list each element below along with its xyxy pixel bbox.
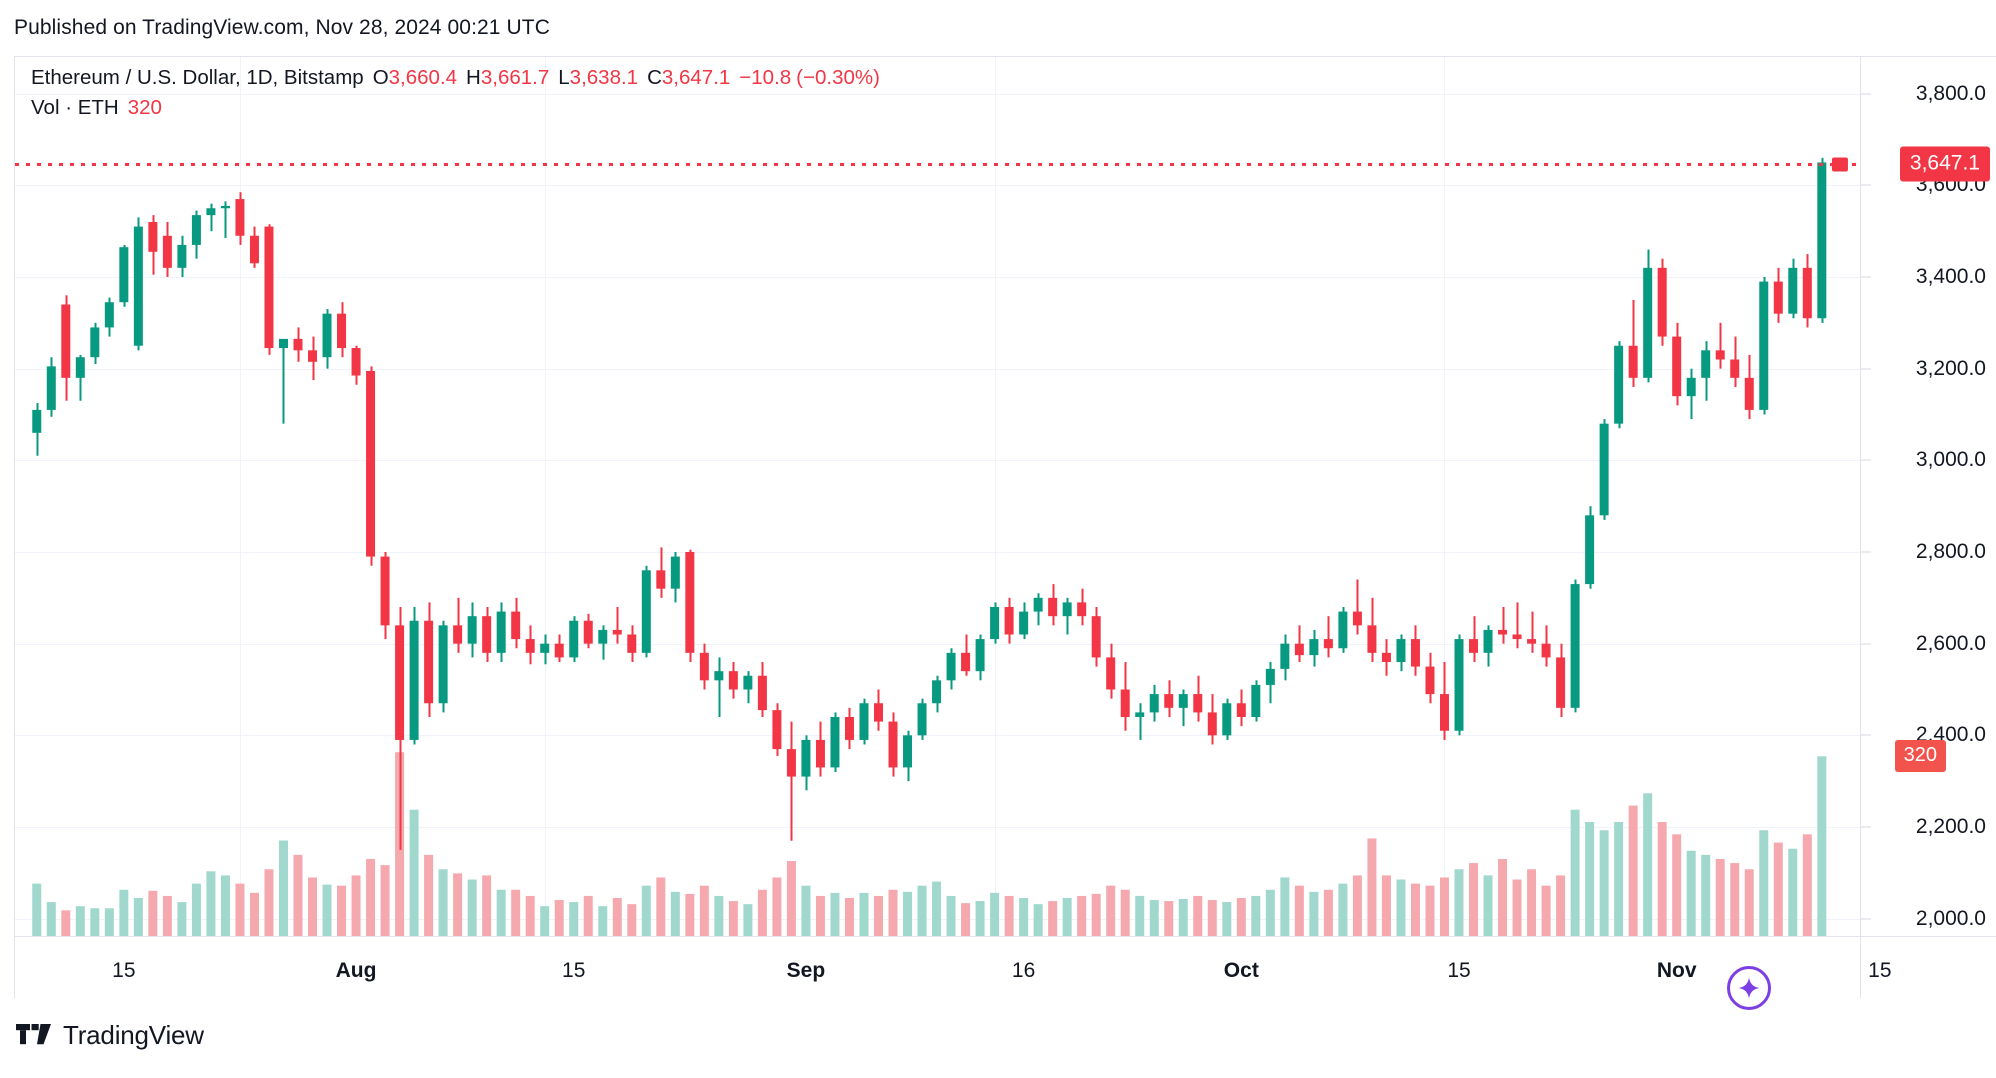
legend-volume-value: 320 (127, 96, 162, 119)
price-scale-label: 3,800.0 (1915, 81, 1986, 105)
time-scale-label: 15 (1868, 959, 1892, 982)
price-scale-tick (1861, 93, 1871, 95)
price-scale-label: 2,600.0 (1915, 631, 1986, 655)
legend-symbol-title: Ethereum / U.S. Dollar, 1D, Bitstamp (31, 66, 364, 89)
legend-close-key: C (647, 66, 662, 89)
tradingview-footer: TradingView (16, 1020, 204, 1051)
chart-legend: Ethereum / U.S. Dollar, 1D, Bitstamp O3,6… (31, 65, 880, 121)
legend-high-key: H (466, 66, 481, 89)
price-scale[interactable]: 3,800.0 3,600.0 3,400.0 3,200.0 3,000.0 2,800… (1860, 56, 1996, 936)
price-scale-label: 3,000.0 (1915, 448, 1986, 472)
time-scale-label: Nov (1656, 959, 1697, 982)
legend-low-value: 3,638.1 (569, 66, 639, 89)
candlestick-chart-svg (15, 57, 1860, 936)
time-scale[interactable]: 15Aug15Sep16Oct15Nov15Dec (14, 936, 1892, 998)
time-scale-label: 15 (112, 959, 136, 982)
price-scale-tick (1861, 368, 1871, 370)
tradingview-logo-icon (16, 1024, 51, 1045)
price-scale-tick (1861, 459, 1871, 461)
price-scale-label: 2,200.0 (1915, 815, 1986, 838)
sparkle-icon (1738, 977, 1760, 999)
ai-sparkle-button[interactable] (1727, 966, 1771, 1010)
chart-frame[interactable]: Ethereum / U.S. Dollar, 1D, Bitstamp O3,6… (14, 56, 1860, 1010)
price-scale-tick (1861, 184, 1871, 186)
time-scale-label: 15 (562, 959, 586, 982)
time-scale-label: 15 (1447, 959, 1471, 982)
price-scale-label: 2,800.0 (1915, 540, 1986, 563)
price-scale-tick (1861, 826, 1871, 828)
legend-change-absolute: −10.8 (739, 66, 792, 89)
legend-high-value: 3,661.7 (480, 66, 550, 89)
time-scale-label: Oct (1223, 959, 1259, 982)
price-scale-tick (1861, 918, 1871, 920)
price-scale-tick (1861, 643, 1871, 645)
price-scale-label: 2,000.0 (1915, 906, 1986, 930)
legend-low-key: L (558, 66, 570, 89)
legend-change-percent: (−0.30%) (796, 66, 880, 89)
legend-symbol-row: Ethereum / U.S. Dollar, 1D, Bitstamp O3,6… (31, 65, 880, 91)
price-scale-tick (1861, 276, 1871, 278)
tradingview-brand-text: TradingView (63, 1020, 204, 1050)
legend-volume-label: Vol · ETH (31, 96, 119, 119)
time-scale-label: Sep (786, 959, 826, 982)
legend-open-key: O (372, 66, 389, 89)
legend-open-value: 3,660.4 (388, 66, 458, 89)
chart-plot-area[interactable] (15, 57, 1860, 936)
legend-close-value: 3,647.1 (661, 66, 731, 89)
price-scale-label: 3,400.0 (1915, 265, 1986, 288)
legend-volume-row: Vol · ETH 320 (31, 95, 880, 121)
price-scale-tick (1861, 551, 1871, 553)
volume-badge[interactable]: 320 (1894, 740, 1946, 773)
price-scale-tick (1861, 734, 1871, 736)
time-scale-label: 16 (1011, 959, 1036, 982)
price-scale-label: 3,200.0 (1915, 356, 1986, 380)
last-price-badge[interactable]: 3,647.1 (1899, 146, 1990, 182)
published-attribution: Published on TradingView.com, Nov 28, 20… (14, 16, 550, 39)
time-scale-corner (1860, 936, 1996, 998)
time-scale-label: Aug (335, 959, 377, 982)
